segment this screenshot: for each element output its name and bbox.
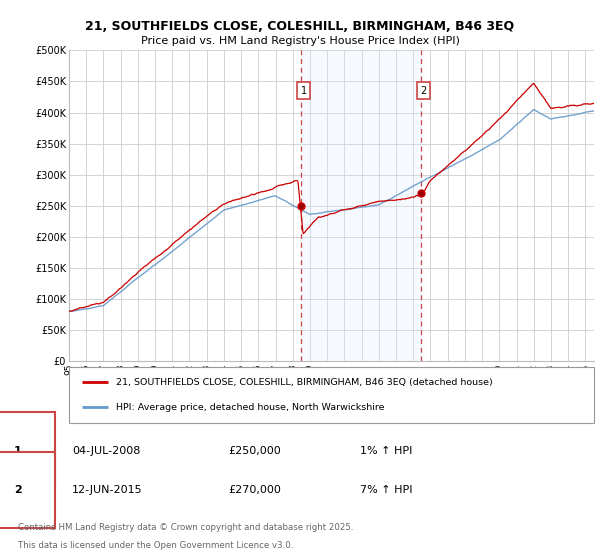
Text: 21, SOUTHFIELDS CLOSE, COLESHILL, BIRMINGHAM, B46 3EQ (detached house): 21, SOUTHFIELDS CLOSE, COLESHILL, BIRMIN… [116,378,493,387]
Text: 1: 1 [14,446,22,456]
Text: 1: 1 [14,446,22,456]
Text: 2: 2 [14,485,22,495]
Text: 21, SOUTHFIELDS CLOSE, COLESHILL, BIRMINGHAM, B46 3EQ: 21, SOUTHFIELDS CLOSE, COLESHILL, BIRMIN… [85,20,515,32]
FancyBboxPatch shape [69,367,594,423]
Text: £270,000: £270,000 [228,485,281,495]
Bar [301,50,421,361]
Text: HPI: Average price, detached house, North Warwickshire: HPI: Average price, detached house, Nort… [116,403,385,412]
Text: 7% ↑ HPI: 7% ↑ HPI [360,485,413,495]
Text: 2: 2 [421,86,427,96]
Text: Price paid vs. HM Land Registry's House Price Index (HPI): Price paid vs. HM Land Registry's House … [140,36,460,46]
Text: This data is licensed under the Open Government Licence v3.0.: This data is licensed under the Open Gov… [18,542,293,550]
Text: 12-JUN-2015: 12-JUN-2015 [72,485,143,495]
Text: Contains HM Land Registry data © Crown copyright and database right 2025.: Contains HM Land Registry data © Crown c… [18,523,353,532]
Text: 04-JUL-2008: 04-JUL-2008 [72,446,140,456]
Text: 1% ↑ HPI: 1% ↑ HPI [360,446,412,456]
Text: £250,000: £250,000 [228,446,281,456]
Text: 1: 1 [301,86,307,96]
